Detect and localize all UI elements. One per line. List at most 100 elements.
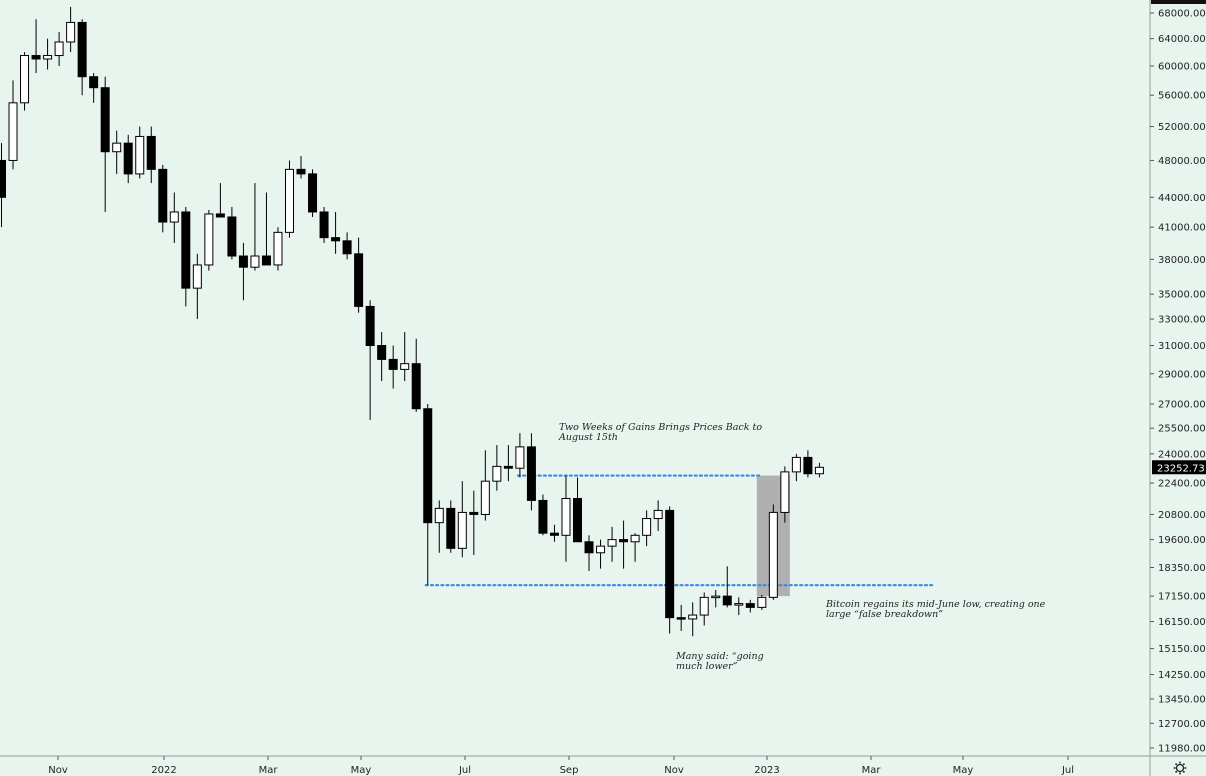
- candle: [549, 524, 559, 542]
- candles-layer: [0, 6, 824, 637]
- candle-body: [699, 596, 709, 616]
- candle-body: [768, 511, 778, 598]
- candle-body: [308, 173, 318, 213]
- candle: [169, 192, 179, 243]
- candle: [768, 504, 778, 600]
- candle: [561, 475, 571, 562]
- y-tick-label: 64000.00: [1158, 34, 1206, 45]
- y-tick-label: 33000.00: [1158, 315, 1206, 326]
- candle-body: [653, 509, 663, 520]
- y-tick-label: 15150.00: [1158, 644, 1206, 655]
- candle-body: [215, 213, 225, 218]
- candle-body: [584, 541, 594, 554]
- candle: [515, 433, 525, 478]
- y-tick-label: 44000.00: [1158, 193, 1206, 204]
- candle: [469, 490, 479, 555]
- candle: [814, 462, 824, 478]
- candle: [630, 533, 640, 562]
- candle: [434, 500, 444, 553]
- candle: [423, 404, 433, 586]
- x-tick-label: Sep: [560, 765, 579, 776]
- x-tick-label: Nov: [664, 765, 684, 776]
- candle: [135, 126, 145, 179]
- candle-body: [0, 159, 6, 198]
- candle-body: [181, 211, 191, 289]
- level-lines-layer: [424, 474, 936, 587]
- candle: [734, 597, 744, 616]
- annotation-text: Two Weeks of Gains Brings Prices Back to: [559, 422, 762, 433]
- y-tick-label: 56000.00: [1158, 91, 1206, 102]
- candle: [66, 6, 76, 53]
- candle: [181, 207, 191, 307]
- candle: [584, 535, 594, 571]
- candle: [0, 143, 6, 228]
- candle: [54, 32, 64, 66]
- x-tick-label: Jul: [458, 765, 471, 776]
- candle: [204, 209, 214, 271]
- candle-body: [31, 55, 41, 60]
- y-tick-label: 48000.00: [1158, 156, 1206, 167]
- candle: [273, 227, 283, 271]
- candle: [526, 433, 536, 511]
- y-tick-label: 25500.00: [1158, 424, 1206, 435]
- candle-body: [365, 305, 375, 347]
- candle: [503, 445, 513, 482]
- candle-body: [469, 511, 479, 515]
- candle: [146, 126, 156, 184]
- candle-body: [388, 358, 398, 370]
- candle: [722, 566, 732, 608]
- candle-body: [146, 135, 156, 170]
- candle: [457, 481, 467, 558]
- candle-body: [757, 596, 767, 608]
- candle-body: [492, 465, 502, 482]
- candle: [653, 500, 663, 532]
- candle: [354, 237, 364, 313]
- x-tick-label: Nov: [48, 765, 68, 776]
- candle: [676, 604, 686, 631]
- candle-body: [331, 237, 341, 242]
- candle-body: [250, 255, 260, 268]
- candle-body: [722, 595, 732, 606]
- candle-body: [734, 603, 744, 606]
- candle: [227, 207, 237, 260]
- candle: [192, 253, 202, 320]
- candle-body: [296, 168, 306, 175]
- y-tick-label: 11980.00: [1158, 744, 1206, 755]
- candle-body: [192, 264, 202, 289]
- candle-body: [676, 617, 686, 620]
- x-tick-label: May: [953, 765, 974, 776]
- candle: [803, 450, 813, 478]
- x-tick-label: Mar: [862, 765, 882, 776]
- candle: [112, 130, 122, 174]
- candle: [699, 592, 709, 626]
- gear-icon[interactable]: [1173, 761, 1187, 775]
- x-tick-label: May: [351, 765, 372, 776]
- candle: [31, 19, 41, 74]
- annotations-layer: Two Weeks of Gains Brings Prices Back to…: [558, 422, 1046, 672]
- candle: [665, 506, 675, 634]
- candle-body: [561, 497, 571, 536]
- candle: [688, 602, 698, 637]
- y-tick-label: 14250.00: [1158, 670, 1206, 681]
- candle: [446, 500, 456, 553]
- candle-body: [169, 211, 179, 223]
- x-tick-label: Jul: [1061, 765, 1074, 776]
- candle-body: [538, 499, 548, 534]
- candle: [780, 466, 790, 523]
- y-tick-label: 68000.00: [1158, 9, 1206, 20]
- candle: [365, 300, 375, 420]
- candle: [411, 338, 421, 412]
- candle-body: [43, 55, 53, 60]
- candle-body: [285, 168, 294, 233]
- y-tick-label: 12700.00: [1158, 719, 1206, 730]
- candle: [250, 183, 260, 271]
- y-tick-label: 52000.00: [1158, 122, 1206, 133]
- candle-body: [8, 102, 18, 161]
- y-tick-label: 60000.00: [1158, 61, 1206, 72]
- candle-body: [814, 466, 824, 475]
- candle: [596, 539, 606, 569]
- annotation-text: Many said: “going: [675, 651, 764, 662]
- candle: [573, 477, 582, 543]
